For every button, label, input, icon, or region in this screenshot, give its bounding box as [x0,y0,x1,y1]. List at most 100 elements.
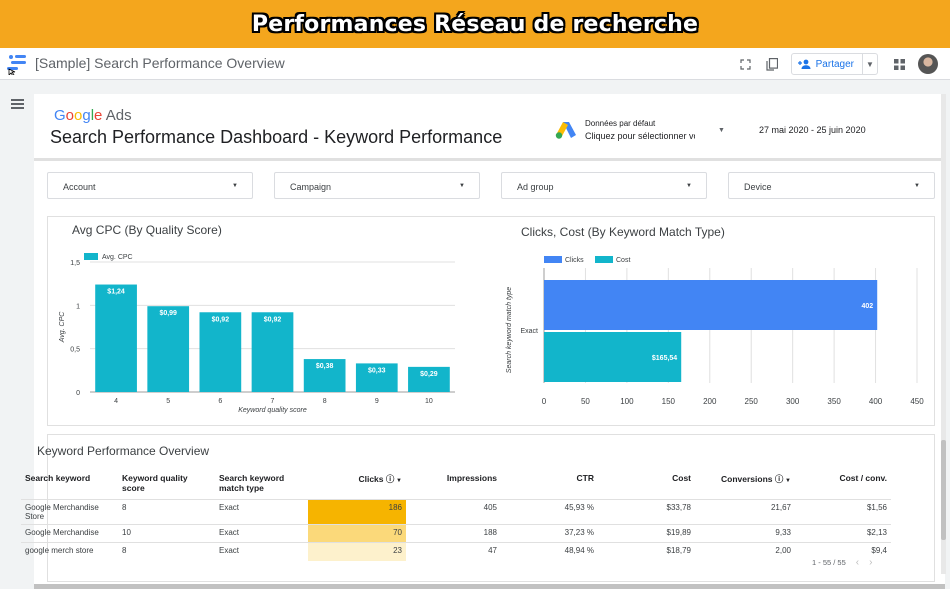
table-cell: $19,89 [598,525,695,543]
filter-campaign[interactable]: Campaign ▼ [274,172,480,199]
table-row[interactable]: google merch store 8 Exact 23 47 48,94 % $18,7… [21,543,891,561]
pager-text: 1 - 55 / 55 [812,558,846,567]
legend-swatch [84,253,98,260]
bar [147,306,189,392]
filter-ad-group[interactable]: Ad group ▼ [501,172,707,199]
column-header[interactable]: Impressions [406,468,501,500]
x-tick-label: 7 [271,398,275,405]
x-tick-label: 4 [114,398,118,405]
chevron-down-icon: ▼ [459,183,465,189]
date-range-picker[interactable]: 27 mai 2020 - 25 juin 2020 [759,125,866,135]
x-tick-label: 100 [620,397,634,406]
column-header[interactable]: Cost / conv. [795,468,891,500]
clicks-cost-bar-chart: 0 50 100 150 200 250 300 350 400 450 402 $165,54 Exa… [498,248,930,416]
logo-google-text: Google [54,107,102,124]
clicks-cost-chart-title: Clicks, Cost (By Keyword Match Type) [521,225,725,239]
share-button[interactable]: Partager ▼ [791,53,878,75]
chevron-down-icon: ▼ [232,183,238,189]
table-cell: 2,00 [695,543,795,561]
column-header[interactable]: Search keyword match type [215,468,308,500]
y-tick-label: Exact [520,328,538,335]
chevron-left-icon[interactable]: ‹ [856,557,859,568]
x-tick-label: 450 [910,397,924,406]
column-header[interactable]: Search keyword [21,468,118,500]
x-tick-label: 0 [542,397,547,406]
table-row[interactable]: Google Merchandise Store 8 Exact 186 405 45,9… [21,500,891,525]
filter-account[interactable]: Account ▼ [47,172,253,199]
x-tick-label: 8 [323,398,327,405]
column-header[interactable]: Conversions ⓘ ▼ [695,468,795,500]
data-source-label: Données par défaut [585,119,655,128]
table-cell: Exact [215,525,308,543]
google-ads-logo: Google Ads [54,107,132,124]
info-icon: ⓘ [384,474,395,484]
filter-label: Device [744,182,772,192]
x-tick-label: 6 [218,398,222,405]
column-header[interactable]: Keyword quality score [118,468,215,500]
app-bar: [Sample] Search Performance Overview Par… [0,48,950,80]
bar-clicks [544,280,877,330]
legend-label: Clicks [565,257,584,264]
x-tick-label: 300 [786,397,800,406]
table-cell: 8 [118,500,215,525]
add-person-icon [798,59,811,69]
table-cell: $18,79 [598,543,695,561]
table-cell: Exact [215,500,308,525]
avatar[interactable] [918,54,938,74]
fullscreen-icon[interactable] [737,55,755,73]
table-cell: 48,94 % [501,543,598,561]
cpc-bar-chart: 0 0,5 1 1,5 $1,24 4 $0,99 5 $0,92 6 $0,92 7 $0,38 8 $0… [50,244,470,416]
y-axis-label: Search keyword match type [506,287,513,373]
table-cell: $1,56 [795,500,891,525]
table-header-row: Search keyword Keyword quality score Searc… [21,468,891,500]
table-cell: 70 [308,525,406,543]
chevron-down-icon: ▼ [914,183,920,189]
column-header[interactable]: Cost [598,468,695,500]
table-cell: 10 [118,525,215,543]
legend-swatch [544,256,562,263]
apps-grid-icon[interactable] [890,55,908,73]
scrollbar-thumb[interactable] [941,440,946,540]
logo-ads-text: Ads [106,107,132,124]
sort-arrow-icon[interactable]: ▼ [394,478,402,484]
table-cell: 8 [118,543,215,561]
table-cell: $33,78 [598,500,695,525]
info-icon: ⓘ [773,474,784,484]
sort-arrow-icon[interactable]: ▼ [783,478,791,484]
table-cell: $2,13 [795,525,891,543]
filter-label: Campaign [290,182,331,192]
column-header[interactable]: Clicks ⓘ ▼ [308,468,406,500]
legend-label: Cost [616,257,630,264]
table-cell: google merch store [21,543,118,561]
bar [95,285,137,392]
y-tick-label: 1 [76,303,80,310]
report-title[interactable]: [Sample] Search Performance Overview [35,55,285,71]
table-row[interactable]: Google Merchandise 10 Exact 70 188 37,23 % $19… [21,525,891,543]
table-cell: 23 [308,543,406,561]
banner-title: Performances Réseau de recherche [252,12,698,37]
top-banner: Performances Réseau de recherche [0,0,950,48]
x-axis-label: Keyword quality score [238,407,307,414]
bar [200,312,242,392]
menu-icon[interactable] [11,99,24,109]
chevron-down-icon: ▼ [718,127,725,134]
table-cell: 47 [406,543,501,561]
google-ads-icon [555,121,577,139]
header-divider [34,158,945,161]
cpc-chart-title: Avg CPC (By Quality Score) [72,223,222,237]
data-studio-logo-icon[interactable] [6,53,28,75]
chevron-right-icon[interactable]: › [869,557,872,568]
legend-swatch [595,256,613,263]
share-dropdown-icon[interactable]: ▼ [863,60,877,69]
table-cell: 405 [406,500,501,525]
horizontal-scrollbar[interactable] [34,584,945,589]
column-header[interactable]: CTR [501,468,598,500]
table-cell: Google Merchandise Store [21,500,118,525]
copy-report-icon[interactable] [763,55,781,73]
table-cell: Exact [215,543,308,561]
bar-data-label: $0,29 [420,371,438,378]
filter-device[interactable]: Device ▼ [728,172,935,199]
bar-data-label: $165,54 [652,355,677,362]
pager: 1 - 55 / 55 ‹ › [812,557,872,568]
bar [252,312,294,392]
